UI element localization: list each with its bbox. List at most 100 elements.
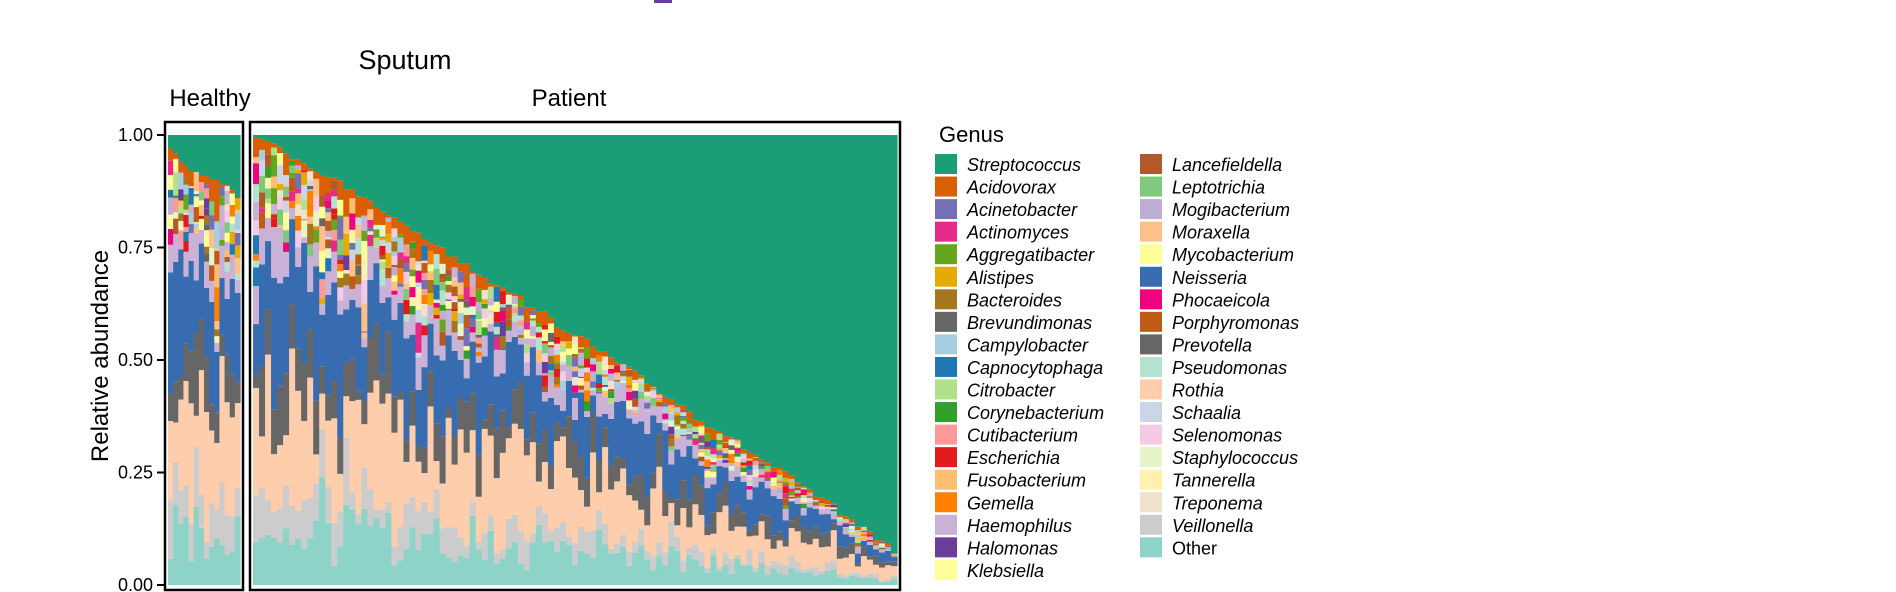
bar-segment-citrobacter [265, 198, 272, 204]
bar-segment-escherichia [499, 291, 507, 305]
bar-segment-rothia [469, 430, 477, 503]
bar-segment-rothia [168, 420, 174, 501]
bar-segment-bacteroides [355, 275, 362, 285]
bar-segment-prevotella [782, 539, 790, 547]
bar-segment-actinomyces [403, 256, 411, 264]
bar-segment-veillonella [860, 575, 868, 579]
bar-segment-rothia [830, 530, 838, 561]
bar-segment-acidovorax [596, 351, 603, 356]
bar-segment-treponema [343, 269, 350, 274]
bar-segment-bacteroides [307, 223, 314, 230]
bar-segment-treponema [277, 190, 284, 192]
bar-segment-corynebacterium [409, 305, 417, 315]
bar-segment-tannerella [361, 258, 368, 280]
bar-segment-actinomyces [415, 322, 423, 344]
bar-segment-treponema [487, 312, 495, 324]
bar-segment-treponema [481, 289, 489, 300]
bar-segment-alistipes [716, 448, 724, 451]
bar-segment-haemophilus [481, 335, 489, 357]
bar-segment-streptococcus [866, 135, 874, 532]
bar-segment-acidovorax [349, 189, 356, 199]
bar-segment-pseudomonas [421, 316, 429, 326]
bar-segment-campylobacter [193, 223, 200, 228]
bar-segment-schaalia [511, 315, 519, 318]
bar-segment-neisseria [794, 503, 802, 516]
bar-segment-prevotella [716, 493, 724, 513]
bar-segment-other [355, 524, 362, 585]
bar-segment-streptococcus [535, 135, 543, 312]
bar-segment-streptococcus [331, 135, 338, 178]
bar-segment-gemella [602, 374, 609, 377]
bar-segment-neisseria [289, 219, 296, 305]
bar-segment-prevotella [872, 555, 880, 565]
bar-segment-lancefieldella [259, 192, 266, 208]
bar-segment-veillonella [198, 494, 205, 528]
bar-segment-veillonella [571, 543, 579, 566]
bar-segment-prevotella [313, 400, 320, 455]
bar-segment-streptococcus [517, 135, 525, 297]
bar-segment-leptotrichia [794, 490, 802, 491]
bar-segment-porphyromonas [214, 250, 221, 265]
bar-segment-haemophilus [234, 279, 241, 293]
bar-segment-schaalia [385, 242, 393, 253]
bar-segment-alistipes [674, 412, 681, 416]
bar-segment-neisseria [214, 351, 221, 413]
bar-segment-brevundimonas [319, 218, 326, 227]
bar-segment-rothia [596, 492, 603, 511]
legend-swatch [935, 176, 957, 197]
bar-segment-lancefieldella [391, 264, 399, 267]
bar-segment-acidovorax [229, 189, 236, 194]
bar-segment-streptococcus [776, 135, 784, 469]
bar-segment-pseudomonas [379, 270, 387, 286]
bar-segment-leptotrichia [433, 268, 441, 285]
bar-segment-veillonella [854, 572, 862, 578]
bar-segment-other [253, 541, 260, 585]
bar-segment-gemella [553, 354, 561, 362]
bar-segment-haemophilus [445, 310, 453, 336]
bar-segment-haemophilus [872, 546, 880, 548]
bar-segment-bacteroides [686, 418, 693, 424]
bar-segment-neisseria [800, 515, 808, 528]
bar-segment-selenomonas [313, 196, 320, 211]
bar-segment-aggregatibacter [409, 269, 417, 277]
bar-segment-mycobacterium [409, 276, 417, 288]
bar-segment-gemella [421, 294, 429, 304]
bar-segment-streptococcus [349, 135, 356, 190]
bar-segment-veillonella [193, 446, 200, 507]
bar-segment-bacteroides [409, 248, 417, 258]
bar-segment-rothia [349, 401, 356, 493]
bar-segment-treponema [602, 356, 609, 365]
bar-segment-phocaeicola [680, 434, 687, 436]
bar-segment-rothia [812, 538, 820, 568]
bar-segment-tannerella [415, 287, 423, 310]
bar-segment-escherichia [740, 462, 748, 466]
bar-segment-gemella [307, 190, 314, 201]
bar-segment-citrobacter [854, 540, 862, 543]
bar-segment-streptococcus [499, 135, 507, 288]
bar-segment-acidovorax [343, 189, 350, 217]
bar-segment-rothia [818, 547, 826, 571]
bar-segment-haemophilus [253, 286, 260, 325]
bar-segment-brevundimonas [457, 298, 465, 302]
bar-segment-haemophilus [499, 349, 507, 374]
bar-segment-lancefieldella [439, 331, 447, 346]
bar-segment-citrobacter [692, 426, 699, 432]
bar-segment-phocaeicola [734, 448, 742, 451]
bar-segment-streptococcus [277, 135, 284, 147]
chart-title: Sputum [358, 45, 451, 75]
bar-segment-schaalia [602, 369, 609, 375]
bar-segment-pseudomonas [656, 398, 663, 400]
bar-segment-citrobacter [511, 307, 519, 309]
bar-segment-veillonella [650, 556, 657, 571]
bar-segment-selenomonas [650, 391, 657, 398]
bar-segment-porphyromonas [209, 265, 215, 281]
bar-segment-other [752, 572, 760, 585]
bar-segment-neisseria [764, 488, 772, 516]
bar-segment-other [638, 545, 645, 585]
bar-segment-streptococcus [541, 135, 549, 312]
bar-segment-alistipes [782, 478, 790, 483]
bar-segment-corynebacterium [481, 303, 489, 309]
bar-segment-veillonella [752, 567, 760, 573]
bar-segment-rothia [475, 496, 483, 542]
bar-segment-acidovorax [662, 396, 669, 404]
